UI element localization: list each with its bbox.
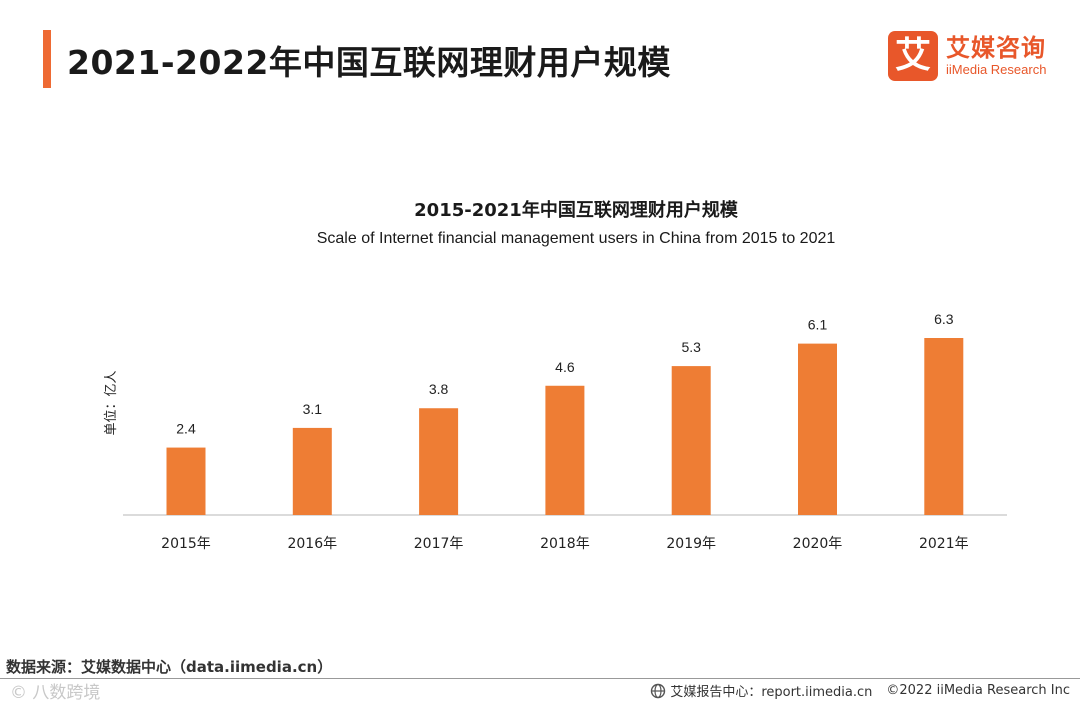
globe-icon xyxy=(651,683,666,698)
data-label: 5.3 xyxy=(681,339,701,355)
bar-2015年 xyxy=(166,447,206,515)
chart-title: 2015-2021年中国互联网理财用户规模 xyxy=(414,200,738,221)
bar-2021年 xyxy=(924,338,964,515)
logo-mark-icon: 艾 xyxy=(888,31,938,81)
data-label: 6.3 xyxy=(934,311,954,327)
data-label: 3.1 xyxy=(303,401,323,417)
bar-2019年 xyxy=(671,366,711,515)
report-center-link[interactable]: 艾媒报告中心：report.iimedia.cn xyxy=(670,685,873,700)
bar-2017年 xyxy=(419,408,459,515)
logo-chinese-name: 艾媒咨询 xyxy=(946,34,1046,62)
page-title: 2021-2022年中国互联网理财用户规模 xyxy=(67,43,671,82)
logo-english-name: iiMedia Research xyxy=(946,62,1047,77)
logo-text: 艾媒咨询 iiMedia Research xyxy=(946,34,1046,78)
copyright-text: ©2022 iiMedia Research Inc xyxy=(886,683,1070,698)
footer-divider xyxy=(0,678,1080,679)
iimedia-logo: 艾 艾媒咨询 iiMedia Research xyxy=(888,30,1046,82)
data-label: 2.4 xyxy=(176,421,196,437)
data-label: 6.1 xyxy=(808,317,828,333)
x-tick-label: 2021年 xyxy=(919,536,969,552)
data-source-note: 数据来源：艾媒数据中心（data.iimedia.cn） xyxy=(6,658,333,676)
watermark-text: © 八数跨境 xyxy=(10,683,101,703)
x-tick-label: 2018年 xyxy=(540,536,590,552)
footer-info: 艾媒报告中心：report.iimedia.cn ©2022 iiMedia R… xyxy=(650,681,1070,700)
x-tick-label: 2020年 xyxy=(793,536,843,552)
data-label: 3.8 xyxy=(429,381,449,397)
y-axis-unit-label: 单位：亿人 xyxy=(104,370,119,435)
x-tick-label: 2015年 xyxy=(161,536,211,552)
x-tick-label: 2016年 xyxy=(287,536,337,552)
bar-2018年 xyxy=(545,385,585,515)
bar-2016年 xyxy=(292,427,332,515)
bar-2020年 xyxy=(798,343,837,515)
title-accent-bar xyxy=(43,30,51,88)
data-label: 4.6 xyxy=(555,359,575,375)
chart-subtitle: Scale of Internet financial management u… xyxy=(316,230,836,247)
x-tick-label: 2019年 xyxy=(666,536,716,552)
x-tick-label: 2017年 xyxy=(414,536,464,552)
